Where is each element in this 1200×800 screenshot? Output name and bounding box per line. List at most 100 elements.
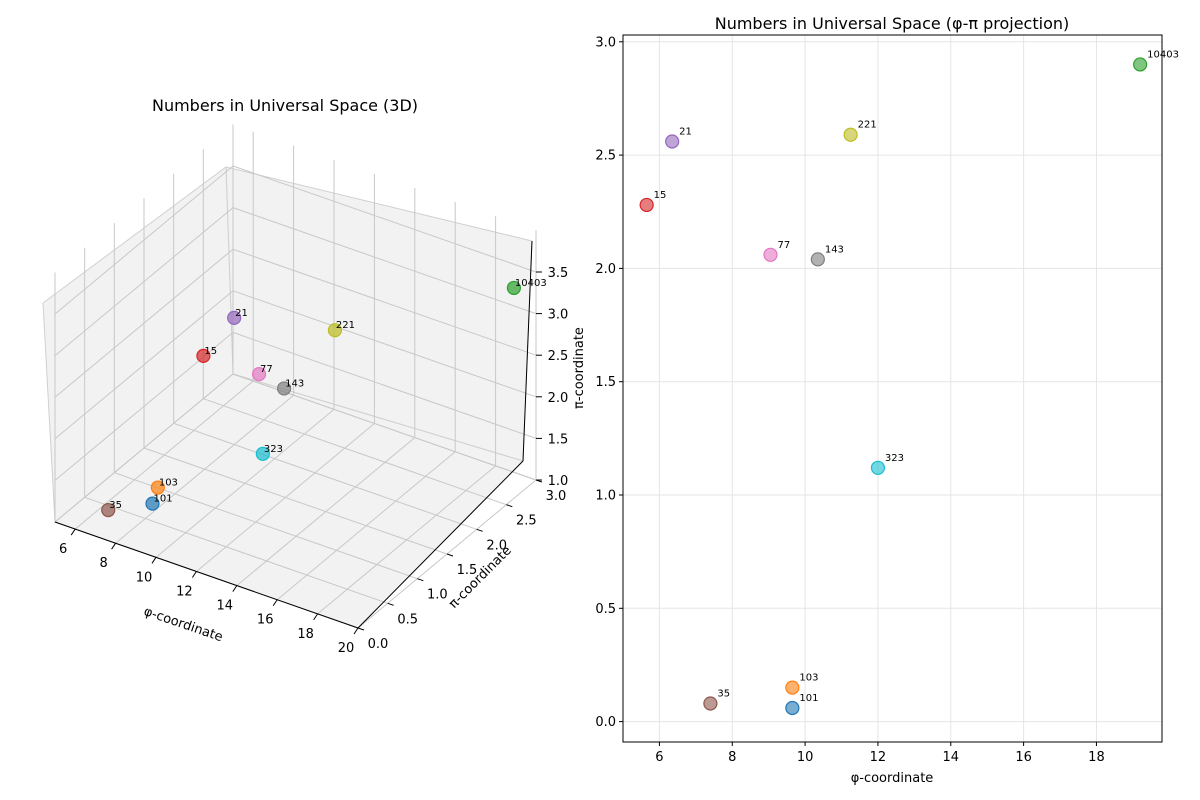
point-label-2d: 77 [777, 240, 790, 251]
y-tick-label-3d: 2.0 [486, 538, 507, 553]
y-axis-line-3d [357, 460, 524, 629]
point-2d [785, 700, 800, 716]
x-tick-label: 18 [1088, 750, 1105, 765]
point-label-2d: 101 [799, 693, 818, 704]
y-tick-label-3d: 3.0 [546, 489, 567, 504]
back-gridline-z [232, 248, 537, 356]
point-2d [810, 252, 825, 267]
x-tick-label-3d: 20 [338, 641, 355, 656]
z-axis-line-3d [522, 240, 533, 462]
x-tick-mark-3d [191, 571, 197, 578]
point-label-3d: 101 [153, 494, 172, 505]
z-tick-label-3d: 3.5 [548, 266, 569, 281]
point-3d [150, 480, 165, 495]
y-tick-label-3d: 0.5 [397, 612, 418, 627]
y-tick-mark-3d [506, 504, 513, 508]
plot-frame [622, 34, 1163, 743]
left-gridline-z [54, 165, 234, 315]
ticks-2d: 6 8 10 12 14 16 18 0.0 0.5 1.0 1.5 2.0 2.5 3.0 [595, 35, 1104, 765]
x-tick-label-3d: 18 [297, 627, 314, 642]
x-axis-label-3d: φ-coordinate [142, 604, 225, 645]
point-label-3d: 15 [204, 346, 217, 357]
point-label-2d: 21 [679, 127, 692, 138]
point-3d [251, 367, 267, 382]
point-2d [870, 460, 886, 475]
point-2d [763, 247, 778, 262]
point-label-3d: 10403 [515, 278, 547, 289]
y-tick-label-3d: 0.0 [368, 637, 389, 652]
y-tick-label-3d: 1.5 [457, 563, 478, 578]
point-label-3d: 21 [235, 308, 248, 319]
back-gridline-z [232, 290, 537, 398]
point-3d [277, 381, 292, 396]
y-tick-label: 2.5 [595, 149, 616, 164]
y-tick-label-3d: 1.0 [427, 588, 448, 603]
left-gridline-z [54, 373, 234, 523]
points-3d: 101 103 10403 15 21 35 77 143 221 323 [101, 278, 547, 518]
y-axis-label-2d: π-coordinate [572, 327, 587, 409]
back-gridline-z [232, 331, 537, 439]
point-2d [665, 134, 680, 149]
point-2d [785, 680, 800, 695]
point-2d [843, 127, 858, 142]
point-label-2d: 323 [885, 453, 904, 464]
y-tick-label: 1.5 [595, 375, 616, 390]
point-label-3d: 323 [264, 444, 283, 455]
point-label-3d: 77 [260, 364, 273, 375]
axes-3d [54, 240, 533, 629]
x-axis-line-3d [54, 521, 359, 629]
y-tick-label: 0.5 [595, 602, 616, 617]
point-label-2d: 15 [654, 190, 667, 201]
y-tick-mark-3d [476, 528, 483, 532]
x-tick-label: 8 [728, 750, 736, 765]
y-tick-mark-3d [417, 578, 424, 582]
x-tick-mark-3d [70, 528, 76, 536]
chart-title-3d: Numbers in Universal Space (3D) [152, 96, 418, 115]
x-tick-label: 6 [655, 750, 663, 765]
back-gridline-z [232, 165, 537, 273]
x-tick-label: 16 [1015, 750, 1032, 765]
point-label-2d: 103 [799, 673, 818, 684]
back-gridline-z [232, 207, 537, 315]
points-2d: 101 103 10403 15 21 35 77 143 221 323 [639, 49, 1179, 716]
point-3d [327, 323, 343, 338]
point-label-2d: 35 [717, 688, 730, 699]
point-3d [255, 446, 270, 461]
x-tick-label-3d: 16 [257, 613, 274, 628]
floor-gridline-y [84, 496, 388, 604]
z-tick-label-3d: 2.0 [548, 391, 569, 406]
point-label-2d: 10403 [1147, 49, 1179, 60]
x-tick-mark-3d [111, 542, 117, 550]
point-3d [101, 502, 116, 518]
point-label-3d: 221 [336, 320, 355, 331]
point-label-2d: 143 [825, 244, 844, 255]
point-2d [1133, 57, 1148, 72]
left-gridline-z [54, 248, 234, 398]
left-gridline-z [54, 290, 234, 440]
x-tick-mark-3d [353, 627, 359, 635]
y-tick-label: 3.0 [595, 35, 616, 50]
x-axis-label-2d: φ-coordinate [851, 771, 934, 786]
panel-2d: Numbers in Universal Space (φ-π projecti… [572, 14, 1179, 786]
point-3d [506, 280, 522, 296]
floor-gridline-y [203, 398, 507, 506]
point-3d [196, 348, 211, 363]
x-tick-mark-3d [151, 557, 157, 564]
y-tick-label: 1.0 [595, 489, 616, 504]
y-tick-label: 2.0 [595, 262, 616, 277]
floor-gridline-y [114, 472, 418, 580]
z-tick-label-3d: 1.5 [548, 432, 569, 447]
floor-gridline-y [173, 422, 477, 530]
floor-gridline-y [143, 447, 448, 555]
x-tick-label-3d: 8 [99, 556, 107, 571]
point-label-3d: 143 [285, 378, 304, 389]
y-tick-mark-3d [357, 627, 365, 631]
point-label-2d: 221 [858, 120, 877, 131]
x-tick-mark-3d [313, 613, 319, 621]
point-2d [639, 197, 654, 213]
x-tick-label-3d: 6 [59, 542, 67, 557]
x-tick-mark-3d [272, 599, 278, 607]
z-tick-label-3d: 3.0 [548, 308, 569, 323]
